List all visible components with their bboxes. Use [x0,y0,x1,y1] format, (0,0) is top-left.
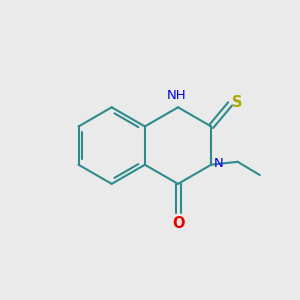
Text: NH: NH [167,89,186,102]
Text: O: O [172,216,184,231]
Text: N: N [214,157,224,170]
Text: S: S [232,95,243,110]
